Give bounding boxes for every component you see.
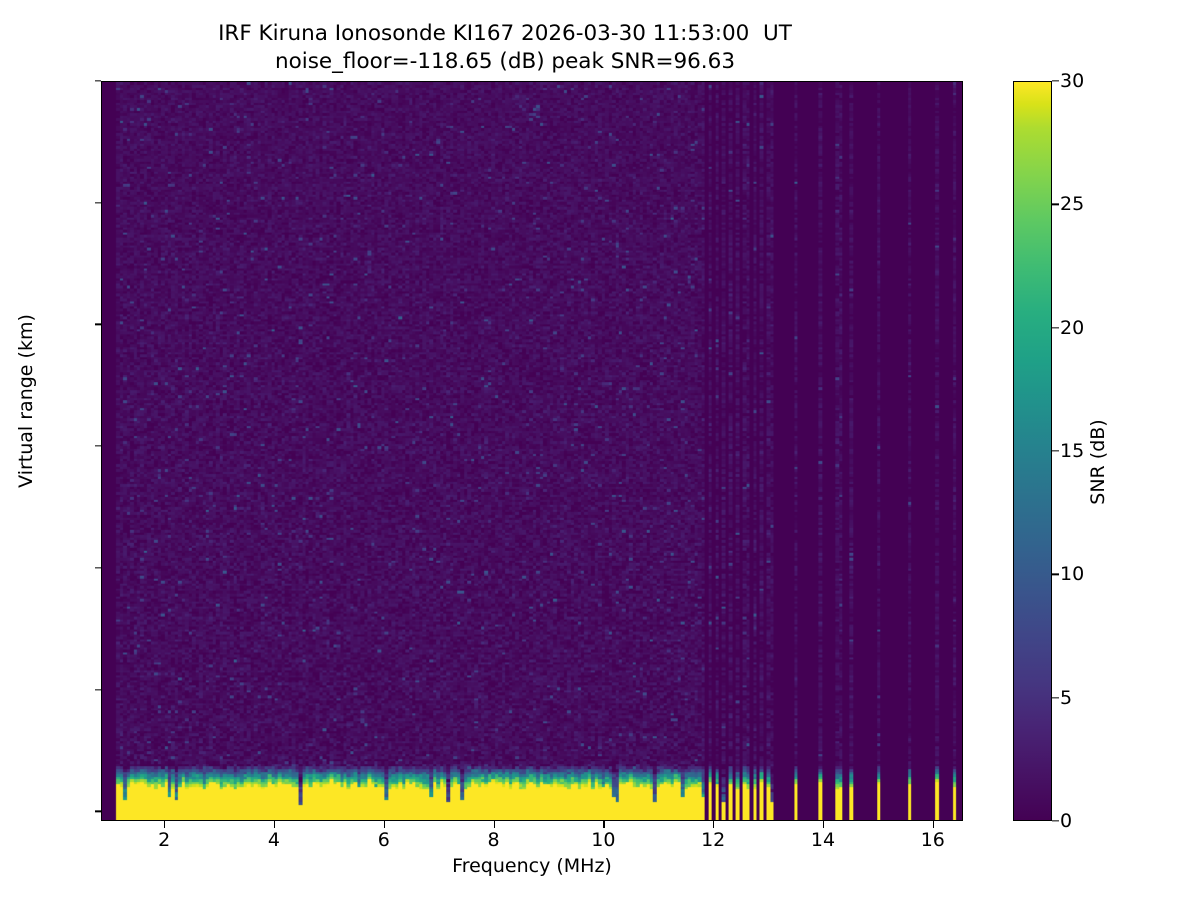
title-line-1: IRF Kiruna Ionosonde KI167 2026-03-30 11…	[218, 21, 792, 46]
figure-title: IRF Kiruna Ionosonde KI167 2026-03-30 11…	[0, 20, 1010, 76]
colorbar-label: SNR (dB)	[1087, 419, 1109, 505]
y-tick-mark-200	[94, 567, 101, 569]
colorbar-tick-label-10: 10	[1060, 563, 1085, 586]
y-tick-mark-600	[94, 80, 101, 82]
x-axis-label: Frequency (MHz)	[452, 855, 612, 877]
y-tick-mark-300	[94, 445, 101, 447]
y-tick-mark-100	[94, 688, 101, 691]
colorbar-tick-mark-20	[1052, 327, 1059, 329]
colorbar-tick-label-20: 20	[1060, 316, 1085, 339]
x-tick-label-12: 12	[701, 829, 726, 851]
x-tick-mark-12	[713, 821, 715, 828]
colorbar-tick-mark-10	[1052, 573, 1059, 575]
x-tick-mark-8	[493, 821, 495, 828]
x-tick-label-8: 8	[487, 829, 500, 851]
colorbar-tick-mark-0	[1052, 820, 1059, 822]
x-tick-label-2: 2	[158, 829, 171, 851]
colorbar-tick-label-30: 30	[1060, 70, 1085, 92]
colorbar-tick-mark-5	[1052, 697, 1059, 699]
x-tick-label-6: 6	[377, 829, 390, 851]
colorbar[interactable]	[1013, 81, 1052, 821]
ionogram-heatmap[interactable]	[102, 82, 962, 820]
colorbar-tick-mark-15	[1052, 450, 1059, 452]
y-tick-mark-400	[94, 323, 101, 326]
colorbar-tick-label-15: 15	[1060, 440, 1085, 462]
ionogram-plot-area[interactable]	[101, 81, 963, 821]
y-tick-mark-0	[94, 810, 101, 812]
colorbar-tick-label-5: 5	[1060, 686, 1073, 709]
x-tick-mark-14	[822, 821, 825, 828]
x-tick-label-16: 16	[920, 829, 945, 851]
x-tick-label-10: 10	[591, 829, 616, 851]
colorbar-tick-mark-30	[1052, 80, 1059, 82]
colorbar-tick-label-25: 25	[1060, 193, 1085, 216]
x-tick-label-14: 14	[810, 829, 836, 851]
x-tick-mark-4	[273, 821, 276, 828]
x-tick-mark-10	[603, 821, 605, 828]
y-axis-label: Virtual range (km)	[15, 314, 37, 488]
x-tick-mark-2	[164, 821, 166, 828]
y-tick-mark-500	[94, 202, 101, 204]
x-tick-mark-16	[932, 821, 935, 828]
x-tick-mark-6	[383, 821, 386, 828]
colorbar-tick-mark-25	[1052, 203, 1059, 205]
x-tick-label-4: 4	[267, 829, 280, 851]
colorbar-tick-label-0: 0	[1060, 810, 1073, 832]
title-line-2: noise_floor=-118.65 (dB) peak SNR=96.63	[274, 48, 736, 74]
